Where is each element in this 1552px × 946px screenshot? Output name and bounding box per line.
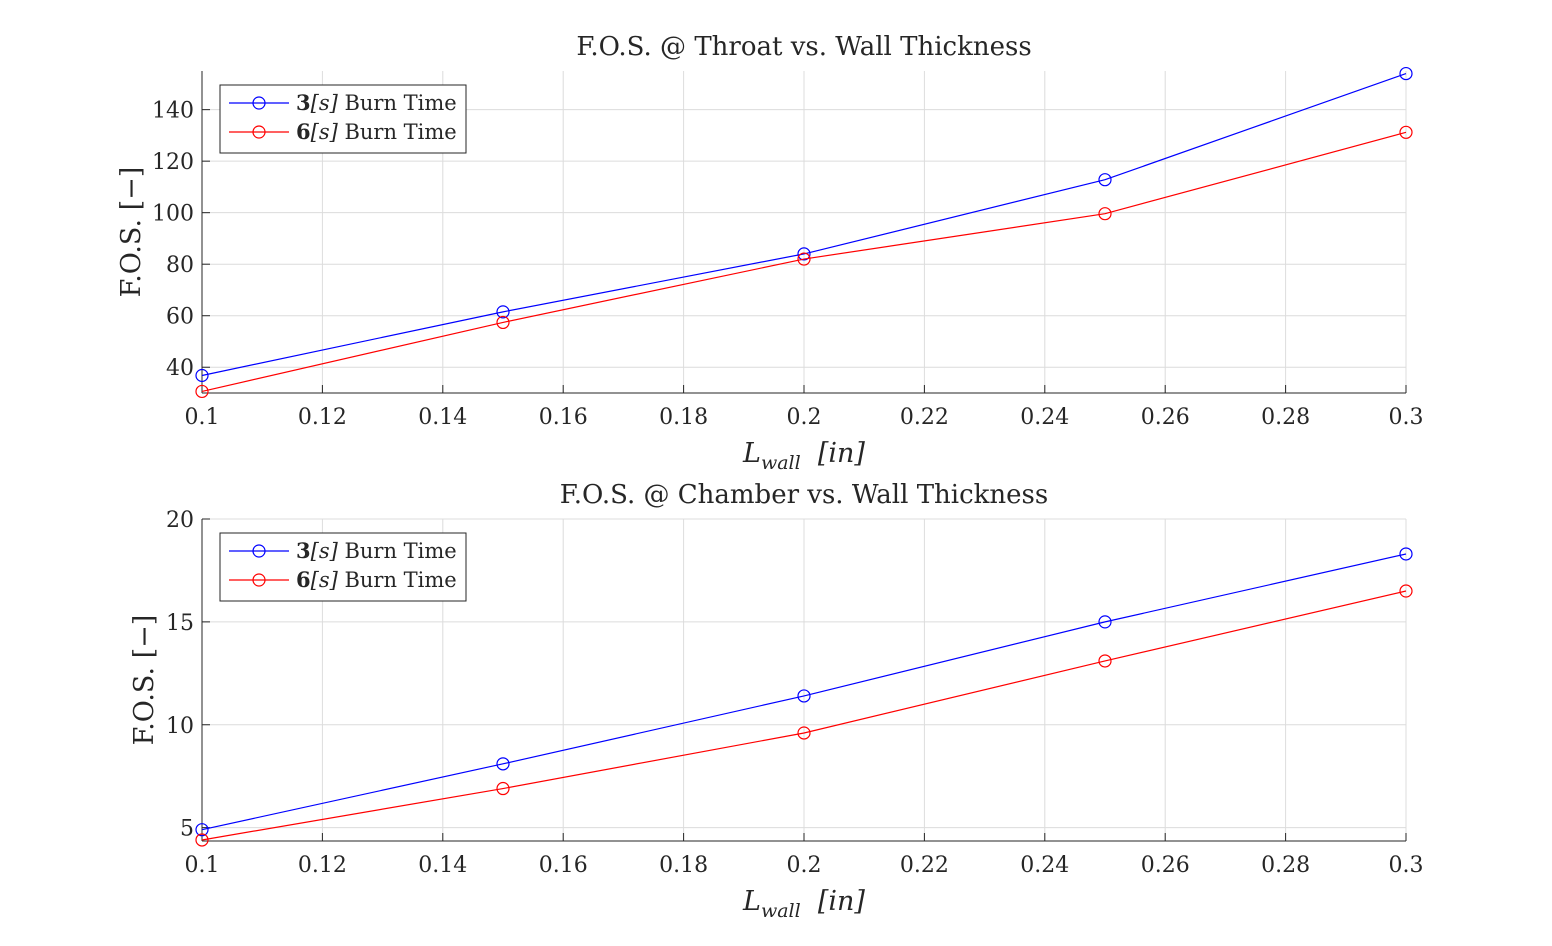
- x-tick-label: 0.2: [787, 405, 822, 430]
- legend-box: [219, 84, 467, 154]
- x-tick-label: 0.2: [787, 853, 822, 878]
- y-tick-label: 15: [166, 611, 194, 636]
- x-tick-label: 0.26: [1141, 405, 1190, 430]
- y-tick-label: 20: [166, 508, 194, 533]
- data-point: [1098, 173, 1112, 187]
- x-tick-label: 0.24: [1020, 853, 1069, 878]
- series-line: [201, 73, 1407, 377]
- x-axis-label: Lwall [in]: [742, 438, 865, 474]
- chart-title: F.O.S. @ Chamber vs. Wall Thickness: [560, 480, 1048, 510]
- data-point: [1399, 66, 1413, 81]
- x-tick-label: 0.28: [1261, 853, 1310, 878]
- subplot-2: 0.1 0.12 0.14 0.16 0.18 0.2 0.22 0.24 0.26 0.28 0.…: [129, 480, 1424, 922]
- data-point: [797, 247, 811, 261]
- data-point: [797, 726, 811, 740]
- y-tick-label: 5: [180, 817, 194, 842]
- legend-box: [219, 532, 467, 602]
- y-tick-label: 120: [152, 150, 194, 175]
- legend: 3[s] Burn Time 6[s] Burn Time: [219, 532, 467, 602]
- y-tick-label: 40: [166, 356, 194, 381]
- data-point: [1399, 584, 1413, 598]
- x-tick-label: 0.24: [1020, 405, 1069, 430]
- data-point: [1399, 125, 1413, 139]
- x-tick-label: 0.3: [1389, 405, 1424, 430]
- x-tick-label: 0.18: [659, 405, 708, 430]
- x-tick-label: 0.22: [900, 853, 949, 878]
- x-axis-label: Lwall [in]: [742, 886, 865, 922]
- y-tick-label: 140: [152, 99, 194, 124]
- y-axis-label: F.O.S. [−]: [129, 615, 160, 746]
- x-tick-label: 0.18: [659, 853, 708, 878]
- legend: 3[s] Burn Time 6[s] Burn Time: [219, 84, 467, 154]
- x-tick-label: 0.14: [418, 853, 467, 878]
- x-tick-label: 0.16: [539, 405, 588, 430]
- y-tick-label: 80: [166, 253, 194, 278]
- series-line: [201, 131, 1407, 393]
- x-tick-label: 0.28: [1261, 405, 1310, 430]
- data-point: [195, 823, 209, 837]
- data-point: [1098, 654, 1112, 668]
- data-point: [496, 315, 510, 330]
- x-tick-label: 0.16: [539, 853, 588, 878]
- data-point: [496, 781, 510, 796]
- series-2: [195, 125, 1413, 399]
- x-tick-label: 0.1: [185, 405, 220, 430]
- legend-marker: [252, 544, 266, 558]
- x-tick-label: 0.12: [298, 853, 347, 878]
- data-point: [195, 384, 209, 399]
- data-point: [1098, 207, 1112, 221]
- x-tick-label: 0.1: [185, 853, 220, 878]
- data-point: [1399, 547, 1413, 561]
- data-point: [496, 305, 510, 319]
- subplot-1: 0.1 0.12 0.14 0.16 0.18 0.2 0.22 0.24 0.26 0.28 0.…: [116, 32, 1424, 474]
- data-point: [496, 757, 510, 771]
- x-tick-label: 0.22: [900, 405, 949, 430]
- series-2: [195, 584, 1413, 847]
- legend-marker: [252, 573, 266, 587]
- x-tick-label: 0.14: [418, 405, 467, 430]
- legend-entry: 3[s] Burn Time: [296, 90, 457, 115]
- y-axis-label: F.O.S. [−]: [116, 167, 147, 298]
- chart-title: F.O.S. @ Throat vs. Wall Thickness: [576, 32, 1031, 62]
- data-point: [1098, 615, 1112, 629]
- data-point: [797, 252, 811, 266]
- series-line: [201, 590, 1407, 841]
- series-1: [195, 547, 1413, 837]
- x-tick-label: 0.26: [1141, 853, 1190, 878]
- y-tick-label: 10: [166, 714, 194, 739]
- legend-entry: 6[s] Burn Time: [296, 567, 457, 592]
- legend-entry: 3[s] Burn Time: [296, 538, 457, 563]
- series-1: [195, 66, 1413, 383]
- data-point: [195, 368, 209, 383]
- x-tick-label: 0.3: [1389, 853, 1424, 878]
- y-tick-label: 100: [152, 202, 194, 227]
- legend-marker: [252, 125, 266, 139]
- x-tick-label: 0.12: [298, 405, 347, 430]
- legend-marker: [252, 96, 266, 110]
- legend-entry: 6[s] Burn Time: [296, 119, 457, 144]
- data-point: [797, 689, 811, 703]
- series-line: [201, 553, 1407, 831]
- y-tick-label: 60: [166, 305, 194, 330]
- data-point: [195, 833, 209, 847]
